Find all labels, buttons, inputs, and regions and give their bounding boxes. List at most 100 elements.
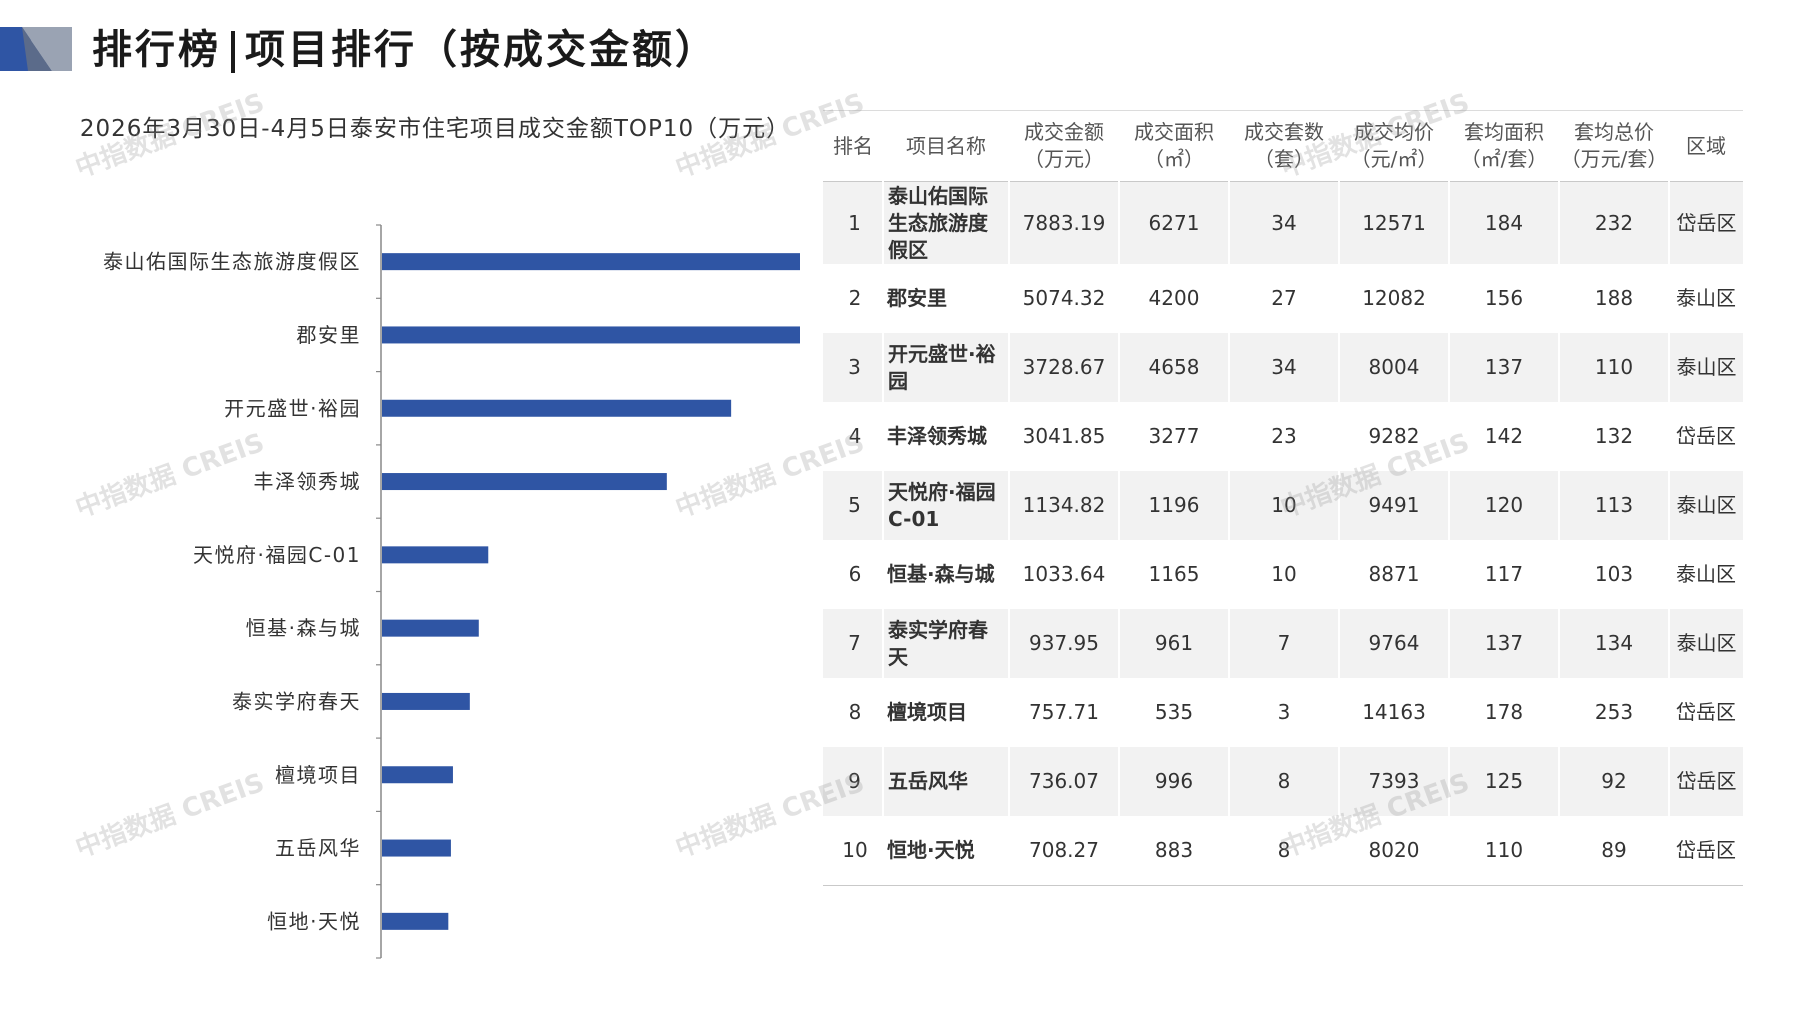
column-header: 成交面积 （㎡） xyxy=(1119,110,1229,182)
category-label: 丰泽领秀城 xyxy=(254,470,362,494)
rank-cell: 3 xyxy=(823,333,883,402)
table-cell: 8004 xyxy=(1338,333,1449,402)
column-header: 成交金额 （万元） xyxy=(1009,110,1119,182)
project-name-cell: 泰实学府春天 xyxy=(882,609,1009,678)
column-header-text: 成交金额 xyxy=(1024,120,1104,144)
table-cell: 188 xyxy=(1594,286,1634,310)
district-cell: 泰山区 xyxy=(1668,609,1743,678)
bar xyxy=(382,692,470,710)
table-cell: 7883.19 xyxy=(1008,181,1119,264)
column-header-text: 排名 xyxy=(833,133,873,158)
page-title: 排行榜 项目排行（按成交金额） xyxy=(92,22,718,78)
table-cell: 14163 xyxy=(1362,700,1426,724)
table-cell: 1134.82 xyxy=(1008,471,1119,540)
project-name-cell: 丰泽领秀城 xyxy=(887,424,987,448)
column-header-text: 区域 xyxy=(1686,133,1726,158)
ranking-table: 排名 项目名称 成交金额 （万元） 成交面积 （㎡） 成交套数 （套） 成交均价 （元/㎡） 套均面… xyxy=(823,110,1743,886)
table-cell: 1033.64 xyxy=(1022,562,1106,586)
column-header-text: 项目名称 xyxy=(906,133,986,158)
bar xyxy=(382,253,800,271)
column-header: 排名 xyxy=(823,110,883,182)
table-cell: 142 xyxy=(1484,424,1524,448)
table-row: 4 丰泽领秀城 3041.85 3277 23 9282 142 132 岱岳区 xyxy=(823,402,1743,471)
district-cell: 岱岳区 xyxy=(1668,181,1743,264)
project-name-cell: 恒地·天悦 xyxy=(883,816,1009,886)
table-cell: 113 xyxy=(1558,471,1669,540)
bar xyxy=(382,839,451,857)
column-header: 套均面积 （㎡/套） xyxy=(1449,110,1559,182)
table-cell: 12571 xyxy=(1338,181,1449,264)
rank-cell: 10 xyxy=(823,816,883,886)
rank-cell: 7 xyxy=(823,609,883,678)
column-header-text: （万元） xyxy=(1024,147,1104,171)
table-cell: 6271 xyxy=(1118,181,1229,264)
rank-cell: 6 xyxy=(848,562,862,586)
project-name-cell: 郡安里 xyxy=(887,286,947,310)
table-cell: 92 xyxy=(1558,747,1669,816)
table-cell: 4658 xyxy=(1118,333,1229,402)
project-name-cell: 天悦府·福园C-01 xyxy=(882,471,1009,540)
chart-title: 2026年3月30日-4月5日泰安市住宅项目成交金额TOP10（万元） xyxy=(79,116,791,142)
column-header: 成交均价 （元/㎡） xyxy=(1339,110,1449,182)
category-label: 泰实学府春天 xyxy=(232,689,361,713)
table-cell: 8 xyxy=(1229,816,1339,886)
column-header-text: 套均面积 xyxy=(1464,120,1544,144)
rank-cell: 2 xyxy=(848,286,862,310)
table-cell: 937.95 xyxy=(1008,609,1119,678)
rank-cell: 5 xyxy=(823,471,883,540)
district-cell: 泰山区 xyxy=(1676,286,1736,310)
table-row: 2 郡安里 5074.32 4200 27 12082 156 188 泰山区 xyxy=(823,264,1743,333)
column-header: 项目名称 xyxy=(883,110,1009,182)
bar xyxy=(382,399,732,417)
table-cell: 535 xyxy=(1154,700,1194,724)
category-label: 恒地·天悦 xyxy=(267,909,361,933)
column-header-text: （元/㎡） xyxy=(1350,147,1438,171)
table-row: 7 泰实学府春天 937.95 961 7 9764 137 134 泰山区 xyxy=(823,609,1743,678)
table-cell: 34 xyxy=(1228,181,1339,264)
table-cell: 9491 xyxy=(1338,471,1449,540)
column-header-text: 成交面积 xyxy=(1134,120,1214,144)
rank-cell: 9 xyxy=(823,747,883,816)
category-label: 恒基·森与城 xyxy=(246,616,361,640)
district-cell: 泰山区 xyxy=(1676,562,1736,586)
table-cell: 7393 xyxy=(1338,747,1449,816)
table-header-row: 排名 项目名称 成交金额 （万元） 成交面积 （㎡） 成交套数 （套） 成交均价 （元/㎡） 套均面… xyxy=(823,110,1743,182)
brand-logo-icon xyxy=(0,27,72,71)
table-cell: 10 xyxy=(1228,471,1339,540)
table-cell: 253 xyxy=(1594,700,1634,724)
project-name-cell: 五岳风华 xyxy=(882,747,1009,816)
rank-cell: 1 xyxy=(823,181,883,264)
table-cell: 8020 xyxy=(1339,816,1449,886)
page-title-subject: 项目排行（按成交金额） xyxy=(245,27,718,73)
category-label: 开元盛世·裕园 xyxy=(224,396,361,420)
table-row: 5 天悦府·福园C-01 1134.82 1196 10 9491 120 113 泰山区 xyxy=(823,471,1743,540)
table-cell: 137 xyxy=(1448,333,1559,402)
table-cell: 12082 xyxy=(1362,286,1426,310)
table-cell: 232 xyxy=(1558,181,1669,264)
table-cell: 757.71 xyxy=(1029,700,1099,724)
bar xyxy=(382,912,449,930)
bar xyxy=(382,766,453,784)
table-cell: 178 xyxy=(1484,700,1524,724)
table-cell: 117 xyxy=(1484,562,1524,586)
column-header-text: 成交套数 xyxy=(1244,120,1324,144)
category-label: 郡安里 xyxy=(297,323,362,347)
column-header-text: 套均总价 xyxy=(1574,120,1654,144)
bar xyxy=(382,619,479,637)
table-cell: 3277 xyxy=(1148,424,1200,448)
category-label: 檀境项目 xyxy=(275,763,361,787)
page-title-category: 排行榜 xyxy=(92,27,221,73)
district-cell: 岱岳区 xyxy=(1676,700,1736,724)
table-cell: 184 xyxy=(1448,181,1559,264)
bar xyxy=(382,326,800,344)
column-header: 成交套数 （套） xyxy=(1229,110,1339,182)
column-header-text: （㎡/套） xyxy=(1460,147,1548,171)
column-header-text: （㎡） xyxy=(1144,147,1204,171)
district-cell: 岱岳区 xyxy=(1676,424,1736,448)
table-cell: 7 xyxy=(1228,609,1339,678)
table-cell: 3041.85 xyxy=(1022,424,1106,448)
rank-cell: 8 xyxy=(848,700,862,724)
table-cell: 9764 xyxy=(1338,609,1449,678)
table-cell: 961 xyxy=(1118,609,1229,678)
